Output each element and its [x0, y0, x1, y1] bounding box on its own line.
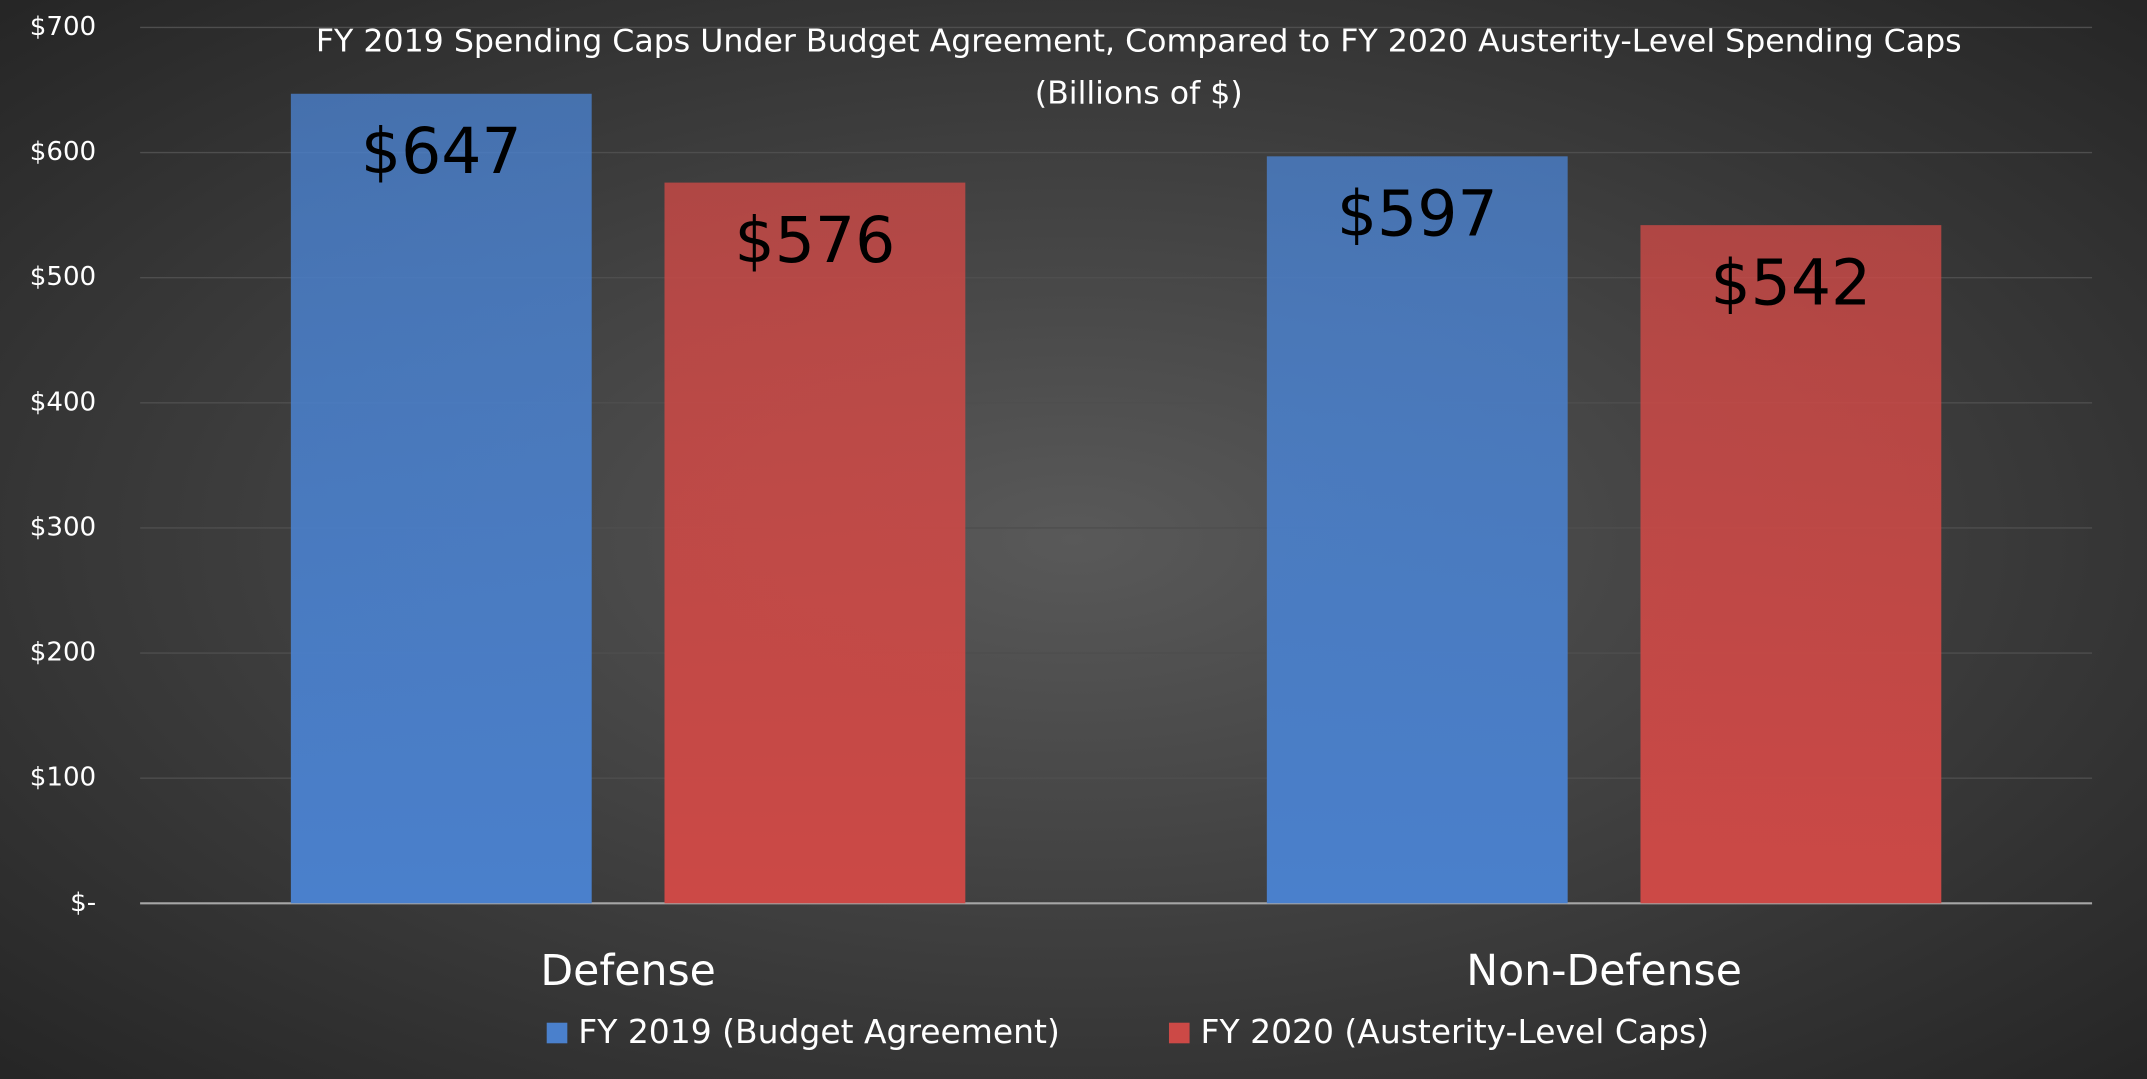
- legend-label: FY 2019 (Budget Agreement): [578, 1012, 1060, 1051]
- data-label: $597: [1337, 177, 1498, 251]
- legend-swatch: [546, 1022, 568, 1044]
- data-label: $647: [361, 114, 522, 188]
- y-tick-label: $500: [30, 262, 96, 292]
- y-tick-label: $100: [30, 763, 96, 793]
- bar: [1266, 156, 1568, 904]
- bar: [290, 93, 592, 904]
- data-label: $576: [735, 203, 896, 277]
- y-tick-label: $200: [30, 638, 96, 668]
- legend-swatch: [1168, 1022, 1190, 1044]
- chart-title: FY 2019 Spending Caps Under Budget Agree…: [316, 24, 1962, 60]
- data-label: $542: [1710, 246, 1871, 320]
- chart-subtitle: (Billions of $): [1035, 76, 1243, 112]
- y-tick-label: $600: [30, 137, 96, 167]
- x-tick-label: Non-Defense: [1466, 946, 1742, 996]
- bar: [1640, 225, 1942, 904]
- legend-label: FY 2020 (Austerity-Level Caps): [1201, 1012, 1710, 1051]
- y-tick-label: $300: [30, 512, 96, 542]
- y-tick-label: $-: [70, 888, 96, 918]
- bar: [664, 182, 966, 904]
- y-tick-label: $700: [30, 12, 96, 42]
- y-tick-label: $400: [30, 387, 96, 417]
- x-tick-label: Defense: [540, 946, 715, 996]
